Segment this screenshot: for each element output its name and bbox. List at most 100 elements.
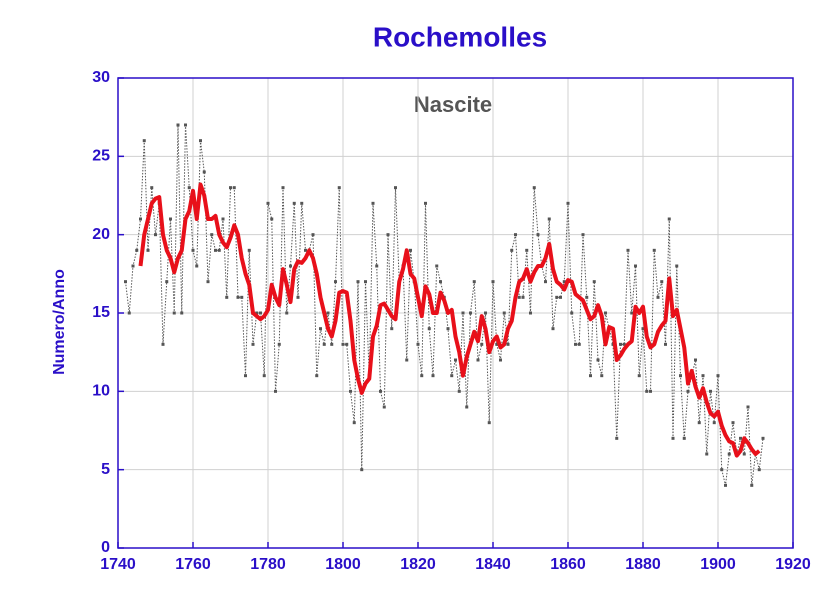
x-tick-label: 1900 (700, 556, 736, 573)
point (187, 186, 191, 190)
point (266, 201, 270, 205)
point (589, 374, 592, 378)
point (701, 374, 705, 378)
point (416, 342, 420, 346)
point (544, 280, 547, 284)
point (236, 295, 240, 299)
point (694, 358, 697, 362)
point (634, 264, 637, 268)
point (382, 405, 386, 409)
point (525, 248, 529, 252)
point (379, 389, 382, 393)
point (326, 311, 330, 315)
point (300, 201, 304, 205)
point (450, 374, 454, 378)
point (574, 342, 577, 346)
point (337, 186, 341, 190)
point (506, 342, 510, 346)
point (232, 186, 236, 190)
point (517, 295, 521, 299)
point (682, 436, 686, 440)
series-line (138, 182, 761, 458)
point (712, 421, 716, 425)
point (461, 311, 465, 315)
point (176, 123, 180, 127)
x-tick-label: 1880 (625, 556, 661, 573)
point (679, 374, 682, 378)
point (345, 342, 349, 346)
point (240, 295, 244, 299)
point (652, 248, 656, 252)
point (615, 436, 619, 440)
point (214, 248, 217, 252)
point (259, 311, 262, 315)
point (169, 217, 172, 221)
point (296, 295, 300, 299)
point (697, 421, 701, 425)
point (262, 374, 266, 378)
point (742, 452, 746, 456)
point (285, 311, 289, 315)
point (244, 374, 247, 378)
y-tick-label: 20 (92, 226, 110, 243)
point (195, 264, 199, 268)
point (727, 452, 731, 456)
point (551, 327, 555, 331)
point (135, 248, 139, 252)
point (356, 280, 360, 284)
point (217, 248, 221, 252)
point (292, 201, 296, 205)
point (521, 295, 525, 299)
point (247, 248, 251, 252)
x-tick-label: 1920 (775, 556, 811, 573)
point (165, 280, 169, 284)
point (600, 374, 604, 378)
x-tick-label: 1760 (175, 556, 211, 573)
point (724, 483, 727, 487)
point (274, 389, 277, 393)
point (570, 311, 574, 315)
point (472, 280, 476, 284)
point (446, 327, 450, 331)
y-tick-label: 10 (92, 383, 110, 400)
point (675, 264, 679, 268)
point (142, 139, 146, 143)
point (529, 311, 532, 315)
point (626, 248, 630, 252)
point (487, 421, 491, 425)
point (562, 280, 566, 284)
point (360, 468, 364, 472)
point (225, 295, 229, 299)
x-tick-label: 1860 (550, 556, 586, 573)
point (364, 280, 367, 284)
point (319, 327, 322, 331)
point (150, 186, 154, 190)
point (124, 280, 127, 284)
point (604, 311, 607, 315)
point (667, 217, 671, 221)
point (206, 280, 210, 284)
point (664, 342, 667, 346)
point (420, 374, 424, 378)
point (619, 342, 622, 346)
point (660, 280, 664, 284)
point (270, 217, 274, 221)
point (656, 295, 660, 299)
point (757, 468, 761, 472)
point (255, 311, 259, 315)
point (184, 123, 187, 127)
point (221, 217, 225, 221)
point (131, 264, 135, 268)
point (277, 342, 281, 346)
point (510, 248, 514, 252)
point (592, 280, 596, 284)
point (649, 389, 652, 393)
point (671, 436, 675, 440)
point (199, 139, 202, 143)
point (739, 436, 742, 440)
point (390, 327, 394, 331)
point (686, 389, 690, 393)
point (375, 264, 379, 268)
point (431, 374, 435, 378)
plot-frame (117, 77, 794, 549)
